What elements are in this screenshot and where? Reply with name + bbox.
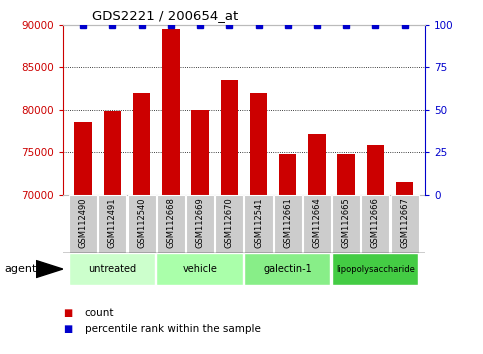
Text: lipopolysaccharide: lipopolysaccharide bbox=[336, 264, 415, 274]
Bar bbox=[391, 195, 419, 253]
Bar bbox=[99, 195, 127, 253]
Text: vehicle: vehicle bbox=[183, 264, 217, 274]
Bar bbox=[186, 195, 214, 253]
Bar bbox=[279, 154, 297, 195]
Text: GSM112661: GSM112661 bbox=[283, 198, 292, 249]
Text: untreated: untreated bbox=[88, 264, 137, 274]
Text: GSM112670: GSM112670 bbox=[225, 198, 234, 249]
Bar bbox=[221, 80, 238, 195]
Text: GSM112491: GSM112491 bbox=[108, 198, 117, 248]
Polygon shape bbox=[36, 261, 63, 278]
Bar bbox=[104, 112, 121, 195]
Bar bbox=[69, 253, 155, 285]
Bar bbox=[361, 195, 389, 253]
Bar bbox=[215, 195, 243, 253]
Bar bbox=[331, 253, 418, 285]
Bar bbox=[162, 29, 180, 195]
Bar bbox=[156, 253, 243, 285]
Text: galectin-1: galectin-1 bbox=[263, 264, 312, 274]
Text: count: count bbox=[85, 308, 114, 318]
Text: agent: agent bbox=[5, 264, 37, 274]
Bar bbox=[244, 195, 272, 253]
Bar bbox=[133, 93, 150, 195]
Bar bbox=[157, 195, 185, 253]
Text: GSM112668: GSM112668 bbox=[166, 198, 175, 249]
Bar bbox=[128, 195, 156, 253]
Text: GSM112667: GSM112667 bbox=[400, 198, 409, 249]
Text: GSM112540: GSM112540 bbox=[137, 198, 146, 248]
Text: GSM112541: GSM112541 bbox=[254, 198, 263, 248]
Bar bbox=[303, 195, 331, 253]
Text: GSM112666: GSM112666 bbox=[371, 198, 380, 249]
Text: ■: ■ bbox=[63, 308, 72, 318]
Bar bbox=[69, 195, 97, 253]
Text: GDS2221 / 200654_at: GDS2221 / 200654_at bbox=[92, 9, 238, 22]
Text: GSM112490: GSM112490 bbox=[79, 198, 88, 248]
Bar bbox=[274, 195, 302, 253]
Text: GSM112664: GSM112664 bbox=[313, 198, 322, 249]
Bar bbox=[250, 93, 267, 195]
Text: GSM112665: GSM112665 bbox=[341, 198, 351, 249]
Bar bbox=[338, 154, 355, 195]
Bar bbox=[74, 122, 92, 195]
Bar bbox=[308, 133, 326, 195]
Bar bbox=[191, 110, 209, 195]
Bar bbox=[332, 195, 360, 253]
Text: ■: ■ bbox=[63, 324, 72, 334]
Bar bbox=[367, 145, 384, 195]
Bar bbox=[244, 253, 330, 285]
Text: GSM112669: GSM112669 bbox=[196, 198, 205, 249]
Bar bbox=[396, 182, 413, 195]
Text: percentile rank within the sample: percentile rank within the sample bbox=[85, 324, 260, 334]
